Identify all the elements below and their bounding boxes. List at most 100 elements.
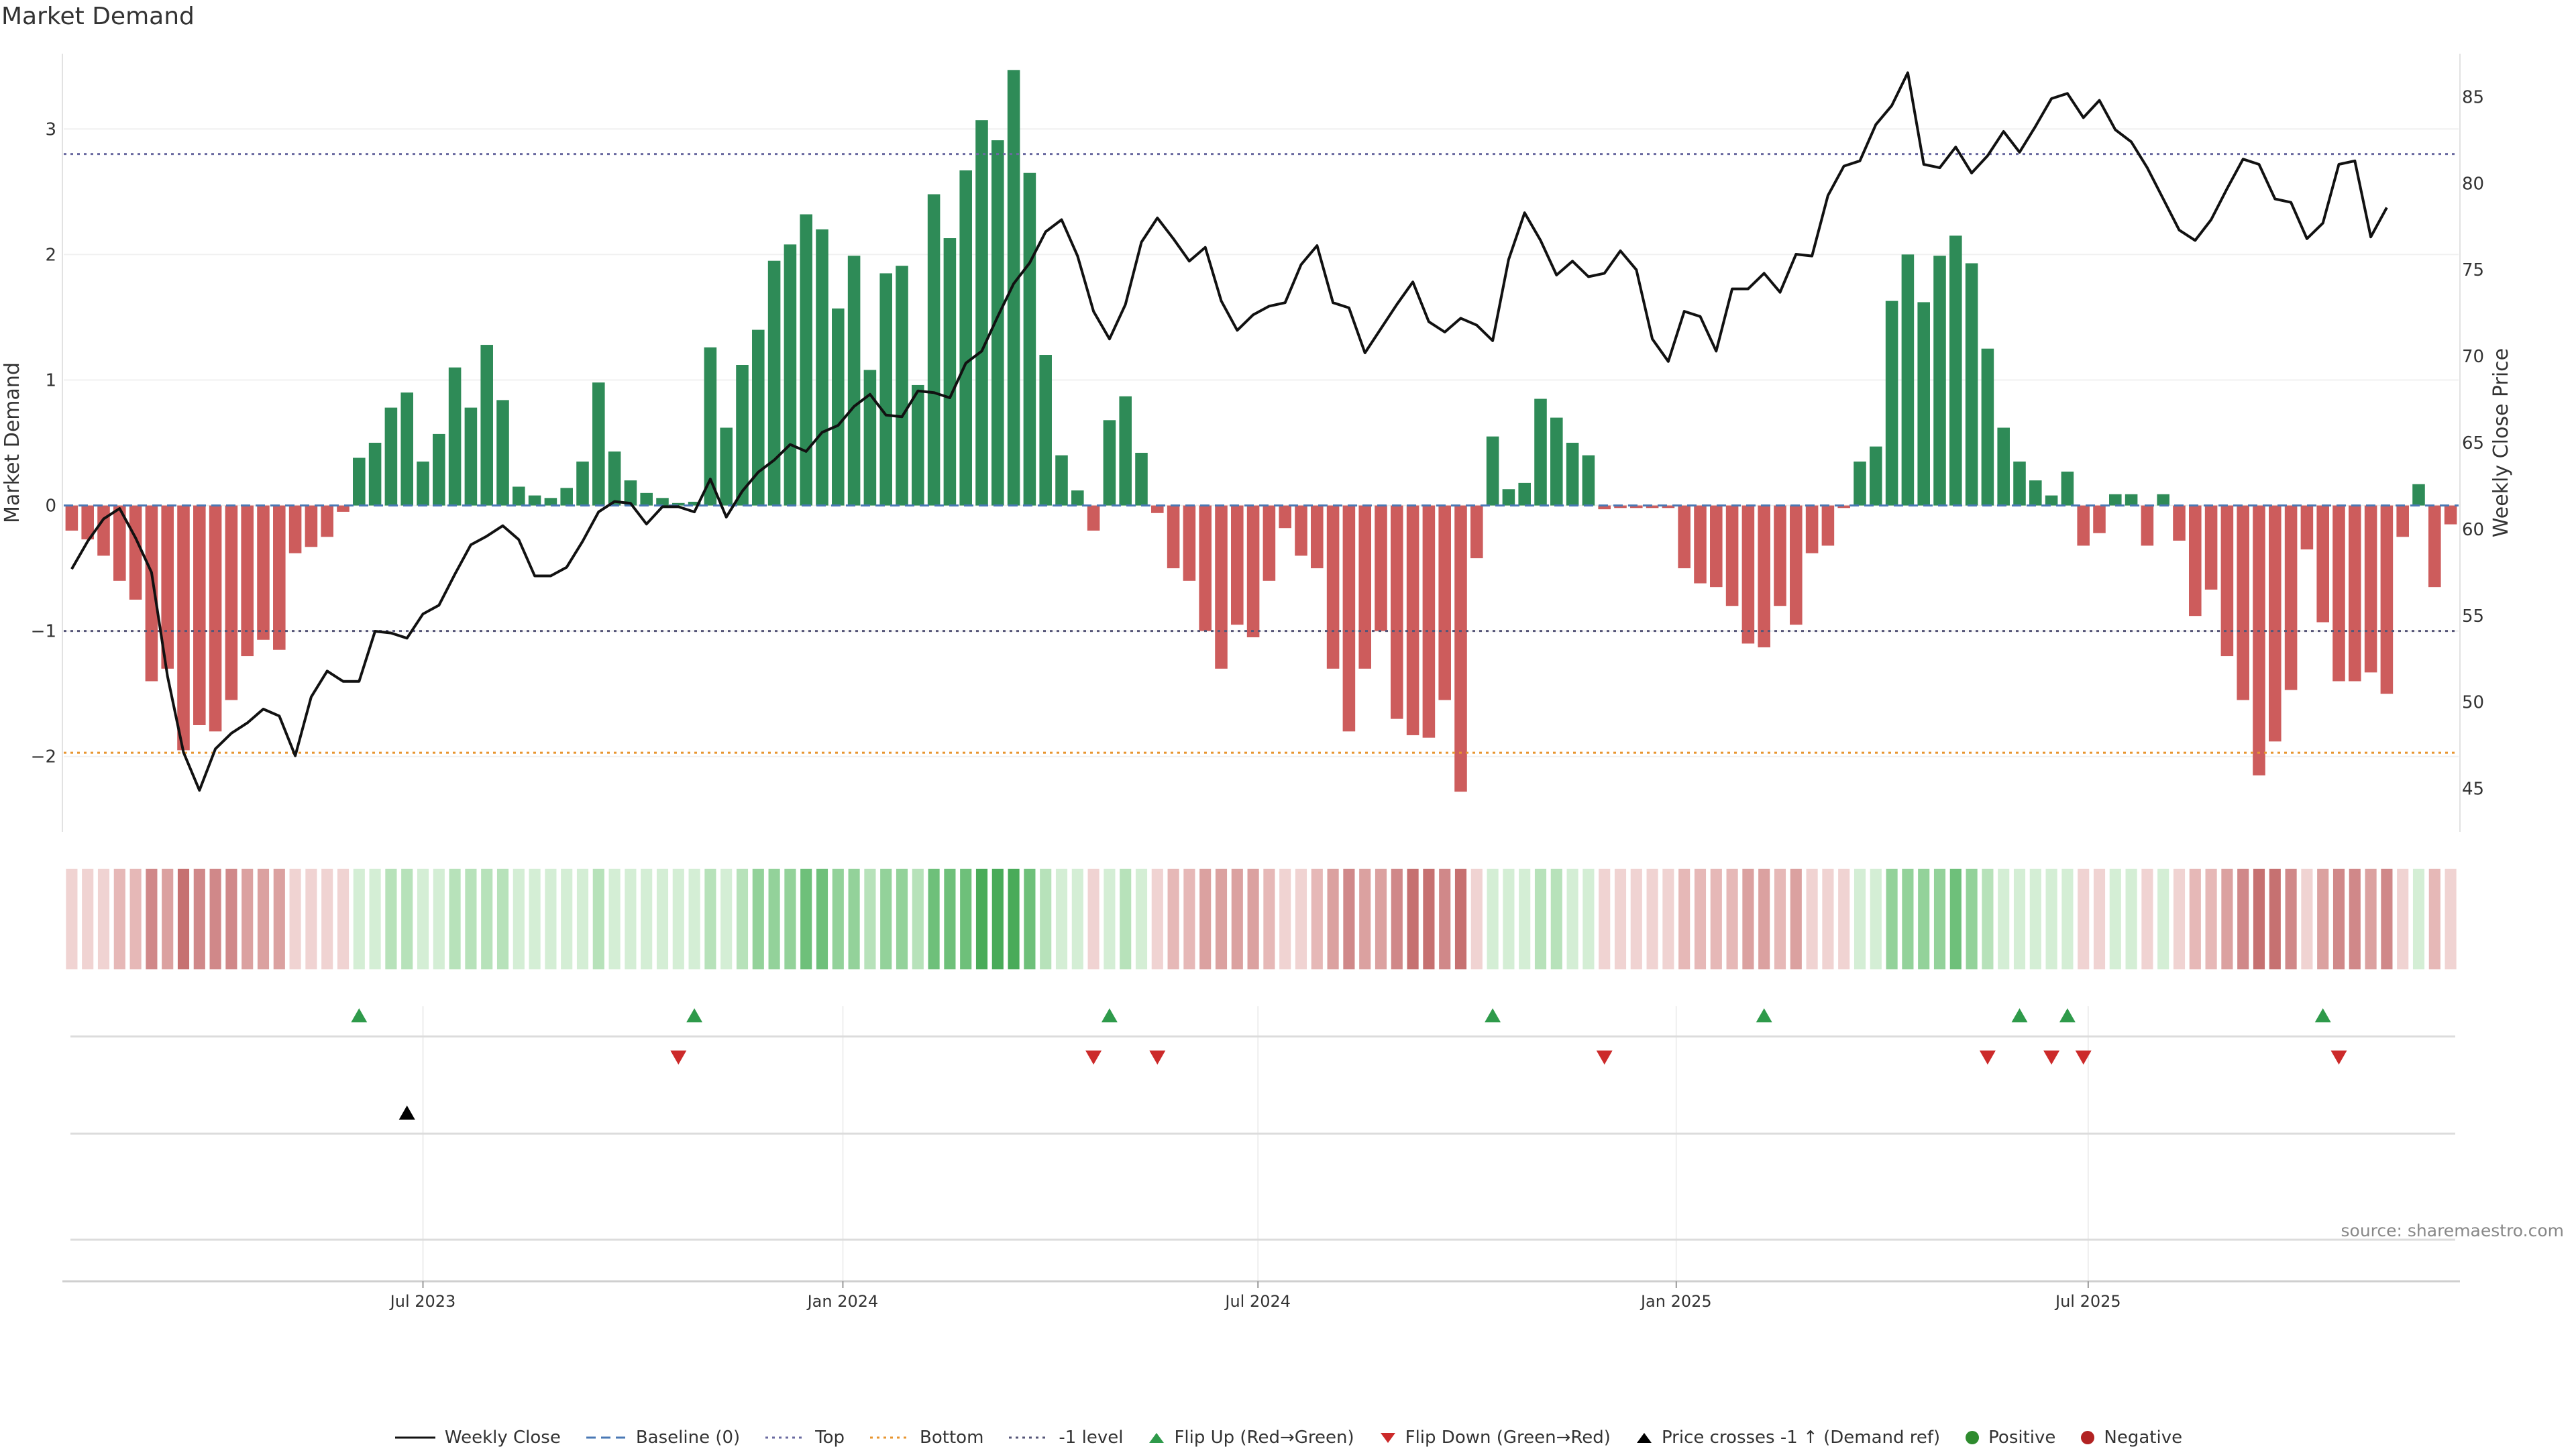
demand-bar xyxy=(480,345,493,506)
demand-bar xyxy=(1311,505,1324,569)
heat-strip-cell xyxy=(928,869,940,969)
heat-strip-cell xyxy=(1391,869,1403,969)
y-axis-title: Market Demand xyxy=(1,362,24,523)
heat-strip-cell xyxy=(481,869,493,969)
demand-bar xyxy=(1502,489,1515,506)
heat-strip-cell xyxy=(1854,869,1866,969)
demand-bar xyxy=(1933,256,1946,506)
legend-flip-down-label: Flip Down (Green→Red) xyxy=(1405,1428,1611,1448)
heat-strip-cell xyxy=(1454,869,1467,969)
legend-flip-up-label: Flip Up (Red→Green) xyxy=(1174,1428,1354,1448)
heat-strip-cell xyxy=(800,869,812,969)
demand-bar xyxy=(337,505,350,512)
y2-tick-label: 60 xyxy=(2462,520,2484,540)
demand-bar xyxy=(353,458,366,506)
heat-strip-cell xyxy=(1949,869,1962,969)
demand-bar xyxy=(273,505,286,650)
legend-price-cross-label: Price crosses -1 ↑ (Demand ref) xyxy=(1661,1428,1941,1448)
heat-strip-cell xyxy=(2253,869,2265,969)
heat-strip-cell xyxy=(1135,869,1148,969)
y-tick-label: 1 xyxy=(45,370,56,390)
demand-bar xyxy=(2269,505,2282,742)
demand-bar xyxy=(1710,505,1723,588)
heat-strip-cell xyxy=(1966,869,1978,969)
demand-bar xyxy=(1630,505,1643,508)
heat-strip-cell xyxy=(146,869,158,969)
y2-tick-label: 85 xyxy=(2462,87,2484,107)
heat-strip-cell xyxy=(848,869,860,969)
legend-top-label: Top xyxy=(815,1428,845,1448)
heat-strip-cell xyxy=(305,869,317,969)
heat-strip-cell xyxy=(720,869,733,969)
heat-strip-cell xyxy=(1311,869,1323,969)
demand-bar xyxy=(1279,505,1291,529)
demand-bar xyxy=(1997,427,2010,506)
x-tick-label: Jul 2024 xyxy=(1224,1292,1291,1311)
heat-strip-cell xyxy=(944,869,956,969)
flip-up-marker xyxy=(2314,1008,2331,1022)
heat-strip-cell xyxy=(1104,869,1116,969)
demand-bar xyxy=(1342,505,1356,732)
legend-minus-one: -1 level xyxy=(1008,1428,1123,1448)
demand-bar xyxy=(1055,455,1068,506)
legend-weekly-close: Weekly Close xyxy=(394,1428,561,1448)
heat-strip-cell xyxy=(369,869,381,969)
flip-down-marker xyxy=(2075,1051,2092,1065)
demand-bar xyxy=(1821,505,1835,546)
heat-strip-cell xyxy=(1550,869,1562,969)
heat-strip-cell xyxy=(1167,869,1179,969)
demand-bar xyxy=(1965,263,1978,506)
heat-strip-cell xyxy=(1359,869,1371,969)
flip-up-marker xyxy=(1756,1008,1772,1022)
demand-bar xyxy=(1391,505,1403,719)
demand-bar xyxy=(129,505,142,600)
heat-strip-cell xyxy=(960,869,972,969)
heat-strip-cell xyxy=(2205,869,2217,969)
demand-bar xyxy=(608,451,621,506)
heat-strip-cell xyxy=(1886,869,1898,969)
heat-strip-cell xyxy=(2109,869,2121,969)
heat-strip-cell xyxy=(1183,869,1195,969)
heat-strip-cell xyxy=(1790,869,1802,969)
heat-strip-cell xyxy=(529,869,541,969)
heat-strip-cell xyxy=(2428,869,2440,969)
demand-bar xyxy=(2380,505,2394,694)
demand-bar xyxy=(640,492,653,506)
heat-strip-cell xyxy=(353,869,365,969)
legend-negative: Negative xyxy=(2080,1428,2182,1448)
chart-legend: Weekly Close Baseline (0) Top Bottom -1 … xyxy=(0,1428,2576,1448)
heat-strip-cell xyxy=(816,869,828,969)
heat-strip-cell xyxy=(2397,869,2409,969)
demand-bar xyxy=(1694,505,1707,584)
demand-bar xyxy=(832,308,845,506)
heat-strip-cell xyxy=(337,869,350,969)
demand-bar xyxy=(384,407,398,506)
heat-strip-cell xyxy=(561,869,573,969)
demand-bar xyxy=(288,505,302,553)
y-tick-label: −1 xyxy=(31,622,56,642)
demand-bar xyxy=(1534,398,1547,506)
heat-strip-cell xyxy=(97,869,110,969)
heat-strip-cell xyxy=(513,869,525,969)
demand-bar xyxy=(528,495,541,506)
demand-bar xyxy=(1598,505,1611,510)
y2-tick-label: 45 xyxy=(2462,780,2484,800)
heat-strip-cell xyxy=(385,869,397,969)
heat-strip-cell xyxy=(1040,869,1052,969)
demand-bar xyxy=(417,462,429,506)
y2-tick-label: 75 xyxy=(2462,260,2484,280)
demand-bar xyxy=(896,266,908,506)
heat-strip-cell xyxy=(1231,869,1243,969)
heat-strip-cell xyxy=(1694,869,1707,969)
heat-strip-cell xyxy=(1151,869,1163,969)
demand-bar xyxy=(736,365,749,506)
demand-bar xyxy=(863,370,877,506)
chart-title: Market Demand xyxy=(1,3,195,30)
legend-bottom-label: Bottom xyxy=(920,1428,984,1448)
heat-strip-cell xyxy=(1008,869,1020,969)
heat-strip-cell xyxy=(880,869,892,969)
flip-up-marker xyxy=(2059,1008,2076,1022)
demand-bar xyxy=(2349,505,2361,682)
heat-strip-cell xyxy=(975,869,988,969)
legend-minus-one-label: -1 level xyxy=(1059,1428,1124,1448)
